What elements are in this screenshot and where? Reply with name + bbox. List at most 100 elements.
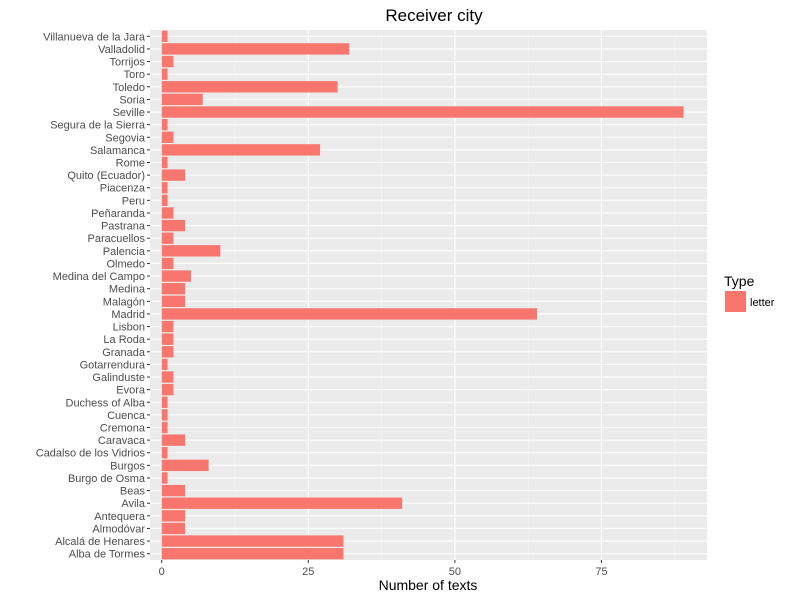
y-tick-label: Galinduste [92,372,145,384]
bar [161,156,168,169]
bar [161,308,537,320]
y-tick-label: Villanueva de la Jara [43,31,146,43]
bar [161,548,344,560]
bar [161,383,174,396]
bar [161,106,684,118]
y-tick-label: Toro [124,69,145,81]
y-tick-label: Almodóvar [92,523,145,535]
y-tick-label: Cadalso de los Vidrios [36,448,146,460]
y-tick-label: Burgo de Osma [68,473,146,485]
y-tick-label: Caravaca [98,435,146,447]
y-tick-label: Peñaranda [91,208,146,220]
bar [161,295,186,307]
legend-key [725,291,746,312]
chart-title: Receiver city [385,6,483,25]
y-axis: Villanueva de la JaraValladolidTorrijosT… [36,31,150,561]
bar [161,207,174,219]
bar [161,283,186,295]
y-tick-label: Beas [120,486,146,498]
bar [161,182,168,194]
y-tick-label: Madrid [111,309,145,321]
y-tick-label: Valladolid [98,44,145,56]
bar [161,81,338,93]
bar [161,396,168,408]
bar [161,510,186,522]
y-tick-label: Salamanca [90,145,146,157]
bar [161,270,192,282]
grid-lines [150,30,707,560]
bar [161,169,186,181]
plot-panel [150,30,707,560]
y-tick-label: Soria [119,94,146,106]
y-tick-label: Seville [113,107,145,119]
x-tick-label: 0 [159,566,165,578]
y-tick-label: Burgos [110,460,145,472]
y-tick-label: Torrijos [110,57,146,69]
bar [161,144,321,156]
legend-label-letter: letter [750,297,775,309]
bar [161,358,168,371]
x-axis-title: Number of texts [379,577,478,593]
bar [161,93,203,106]
legend-title: Type [724,273,755,289]
y-tick-label: Medina del Campo [53,271,145,283]
x-tick-label: 25 [302,566,314,578]
bar [161,118,168,131]
y-tick-label: Duchess of Alba [66,397,146,409]
y-tick-label: Alcalá de Henares [55,536,145,548]
y-tick-label: Rome [116,158,145,170]
bar [161,320,174,333]
y-tick-label: La Roda [103,334,145,346]
bar [161,194,168,207]
y-tick-label: Segura de la Sierra [50,120,146,132]
bar [161,55,174,68]
bar [161,535,344,547]
bar [161,43,350,55]
bar [161,232,174,244]
bar [161,371,174,383]
y-tick-label: Olmedo [106,258,145,270]
bar [161,131,174,143]
bar [161,484,186,497]
y-tick-label: Peru [122,195,145,207]
x-tick-label: 50 [449,566,461,578]
bar [161,257,174,270]
y-tick-label: Malagón [103,296,145,308]
y-tick-label: Cuenca [107,410,146,422]
y-tick-label: Palencia [103,246,146,258]
x-axis: 0 25 50 75 [159,560,608,578]
y-tick-label: Segovia [105,132,146,144]
bar [161,434,186,446]
bar [161,333,174,345]
bar [161,421,168,434]
bars [161,30,684,560]
y-tick-label: Cremona [100,423,146,435]
y-tick-label: Alba de Tormes [69,549,146,561]
y-tick-label: Gotarrendura [80,359,146,371]
bar [161,68,168,80]
bar [161,219,186,232]
x-tick-label: 75 [595,566,607,578]
y-tick-label: Paracuellos [88,233,146,245]
y-tick-label: Antequera [94,511,146,523]
bar [161,447,168,459]
y-tick-label: Toledo [113,82,145,94]
bar [161,459,209,472]
y-tick-label: Pastrana [101,221,146,233]
bar [161,472,168,484]
y-tick-label: Lisbon [113,322,145,334]
y-tick-label: Medina [109,284,146,296]
bar [161,409,168,421]
bar [161,30,168,42]
legend: Type letter [724,273,775,312]
y-tick-label: Granada [102,347,146,359]
bar [161,522,186,535]
y-tick-label: Quito (Ecuador) [67,170,145,182]
bar [161,346,174,358]
y-tick-label: Piacenza [100,183,146,195]
y-tick-label: Avila [121,498,146,510]
bar [161,245,221,257]
y-tick-label: Evora [116,385,146,397]
bar [161,497,403,509]
